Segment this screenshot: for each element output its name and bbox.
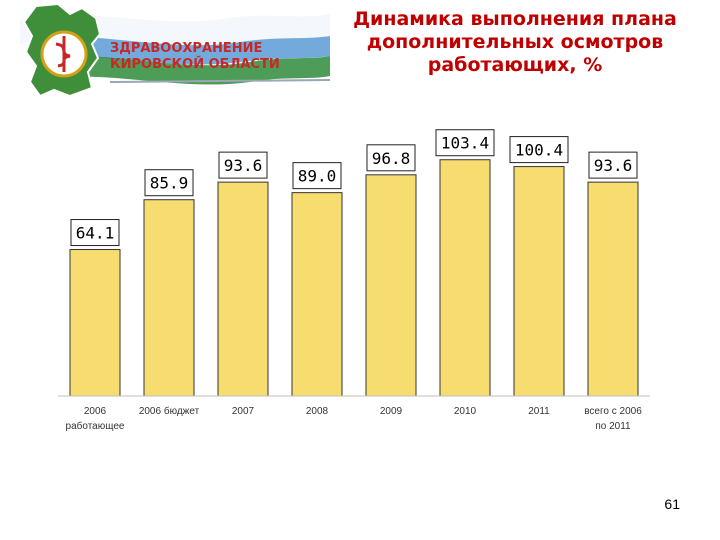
svg-text:100.4: 100.4 bbox=[515, 141, 563, 160]
data-label-0: 64.1 bbox=[70, 219, 120, 247]
category-label-0-0: 2006 bbox=[84, 406, 107, 417]
svg-text:89.0: 89.0 bbox=[298, 167, 337, 186]
category-label-5-0: 2010 bbox=[454, 406, 477, 417]
bar-2 bbox=[217, 181, 269, 397]
page-number: 61 bbox=[664, 496, 680, 512]
chart-bars bbox=[69, 159, 639, 397]
data-label-5: 103.4 bbox=[435, 129, 495, 157]
category-label-6-0: 2011 bbox=[528, 406, 550, 417]
ribbon-underline bbox=[109, 79, 330, 83]
svg-text:85.9: 85.9 bbox=[150, 174, 189, 193]
category-label-7-1: по 2011 bbox=[595, 421, 631, 432]
category-label-4-0: 2009 bbox=[380, 406, 403, 417]
bar-3 bbox=[291, 192, 343, 397]
title-line-3: работающих, % bbox=[427, 54, 603, 76]
data-label-4: 96.8 bbox=[366, 144, 416, 172]
emblem-snake-icon bbox=[55, 36, 71, 72]
title-line-2: дополнительных осмотров bbox=[366, 31, 664, 53]
title-line-1: Динамика выполнения плана bbox=[353, 8, 677, 30]
chart-data-labels: 64.1 85.9 93.6 89.0 96.8 103.4 100.4 93.6 bbox=[70, 129, 638, 247]
svg-text:93.6: 93.6 bbox=[224, 156, 263, 175]
category-label-7-0: всего с 2006 bbox=[584, 406, 642, 417]
data-label-7: 93.6 bbox=[588, 151, 638, 179]
category-label-3-0: 2008 bbox=[306, 406, 329, 417]
svg-text:64.1: 64.1 bbox=[76, 224, 115, 243]
bar-0 bbox=[69, 249, 121, 397]
header-logo: ЗДРАВООХРАНЕНИЕ КИРОВСКОЙ ОБЛАСТИ bbox=[20, 2, 330, 98]
bar-7 bbox=[587, 181, 639, 397]
bar-1 bbox=[143, 199, 195, 397]
category-label-0-1: работающее bbox=[66, 420, 125, 432]
data-label-3: 89.0 bbox=[292, 162, 342, 190]
org-name-line2: КИРОВСКОЙ ОБЛАСТИ bbox=[110, 56, 280, 72]
data-label-1: 85.9 bbox=[144, 169, 194, 197]
category-label-2-0: 2007 bbox=[232, 406, 255, 417]
org-name-line1: ЗДРАВООХРАНЕНИЕ bbox=[110, 41, 262, 56]
ribbon-green-band bbox=[40, 55, 330, 85]
bar-4 bbox=[365, 174, 417, 397]
data-label-2: 93.6 bbox=[218, 151, 268, 179]
bar-6 bbox=[513, 166, 565, 397]
data-label-6: 100.4 bbox=[509, 136, 569, 164]
svg-text:96.8: 96.8 bbox=[372, 149, 411, 168]
chart-category-labels: 2006 работающее 2006 бюджет 2007 2008 2009 201… bbox=[66, 405, 643, 432]
bar-5 bbox=[439, 159, 491, 397]
svg-text:93.6: 93.6 bbox=[594, 156, 633, 175]
category-label-1-0: 2006 бюджет bbox=[139, 405, 200, 417]
slide-title: Динамика выполнения плана дополнительных… bbox=[320, 8, 710, 77]
svg-text:103.4: 103.4 bbox=[441, 134, 489, 153]
